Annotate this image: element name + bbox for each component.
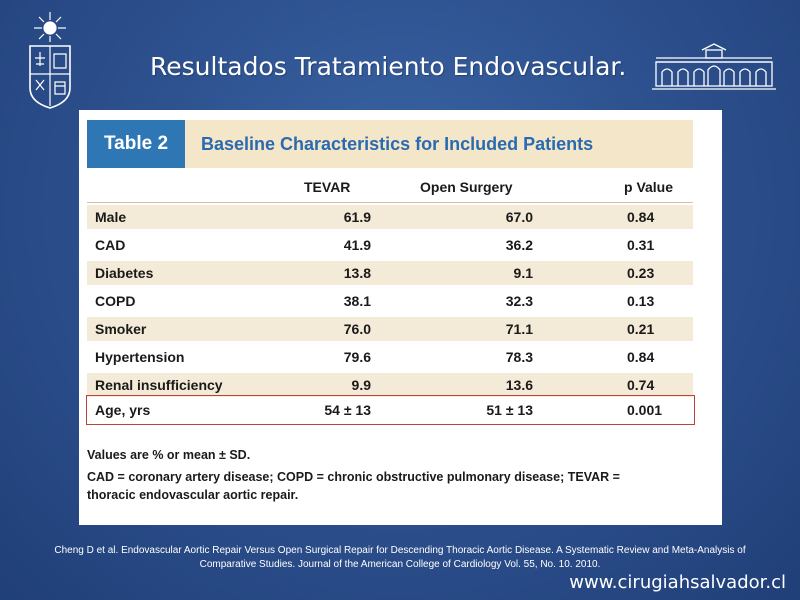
citation-line1: Cheng D et al. Endovascular Aortic Repai… [54,545,746,556]
age-row-highlight-box [86,395,695,425]
row-label: Hypertension [95,349,185,365]
table-row: Male 61.9 67.0 0.84 [87,205,693,229]
table-row: Hypertension 79.6 78.3 0.84 [87,345,693,369]
p-value: 0.21 [627,321,655,337]
citation: Cheng D et al. Endovascular Aortic Repai… [10,544,790,572]
row-label: Male [95,209,127,225]
open-surgery-value: 13.6 [505,377,533,393]
row-label: Renal insufficiency [95,377,223,393]
p-value: 0.13 [627,293,655,309]
table-row-age: Age, yrs 54 ± 13 51 ± 13 0.001 [87,398,693,422]
tevar-value: 76.0 [343,321,371,337]
open-surgery-value: 51 ± 13 [486,402,533,418]
p-value: 0.74 [627,377,655,393]
university-crest-icon [24,10,76,110]
row-label: Age, yrs [95,402,151,418]
tevar-value: 38.1 [343,293,371,309]
open-surgery-value: 78.3 [505,349,533,365]
table-caption: Baseline Characteristics for Included Pa… [201,134,594,154]
slide-title: Resultados Tratamiento Endovascular. [150,52,627,81]
table-footnote-abbreviations-line1: CAD = coronary artery disease; COPD = ch… [87,470,620,484]
column-header-tevar: TEVAR [304,179,351,195]
open-surgery-value: 32.3 [505,293,533,309]
hospital-building-icon [652,42,776,92]
tevar-value: 54 ± 13 [324,402,371,418]
row-label: COPD [95,293,136,309]
table-row: Smoker 76.0 71.1 0.21 [87,317,693,341]
table-header-bar: Table 2 Baseline Characteristics for Inc… [87,120,693,168]
row-label: Smoker [95,321,147,337]
column-header-open-surgery: Open Surgery [420,179,513,195]
p-value: 0.23 [627,265,655,281]
p-value: 0.001 [627,402,663,418]
tevar-value: 61.9 [343,209,371,225]
tevar-value: 41.9 [343,237,371,253]
open-surgery-value: 9.1 [513,265,533,281]
website-url: www.cirugiahsalvador.cl [569,572,786,593]
open-surgery-value: 67.0 [505,209,533,225]
table-row: Renal insufficiency 9.9 13.6 0.74 [87,373,693,397]
open-surgery-value: 36.2 [505,237,533,253]
table-footnote-values: Values are % or mean ± SD. [87,448,251,462]
table-footnote-abbreviations-line2: thoracic endovascular aortic repair. [87,488,299,502]
column-header-p-value: p Value [624,179,674,195]
table-row: CAD 41.9 36.2 0.31 [87,233,693,257]
citation-line2: Comparative Studies. Journal of the Amer… [199,559,601,570]
table-panel: Table 2 Baseline Characteristics for Inc… [79,110,722,525]
header-divider [87,202,693,203]
table-number-tag: Table 2 [87,120,185,168]
tevar-value: 9.9 [351,377,371,393]
p-value: 0.84 [627,349,655,365]
tevar-value: 13.8 [343,265,371,281]
p-value: 0.84 [627,209,655,225]
table-row: COPD 38.1 32.3 0.13 [87,289,693,313]
row-label: CAD [95,237,126,253]
open-surgery-value: 71.1 [505,321,533,337]
row-label: Diabetes [95,265,154,281]
table-row: Diabetes 13.8 9.1 0.23 [87,261,693,285]
tevar-value: 79.6 [343,349,371,365]
p-value: 0.31 [627,237,655,253]
